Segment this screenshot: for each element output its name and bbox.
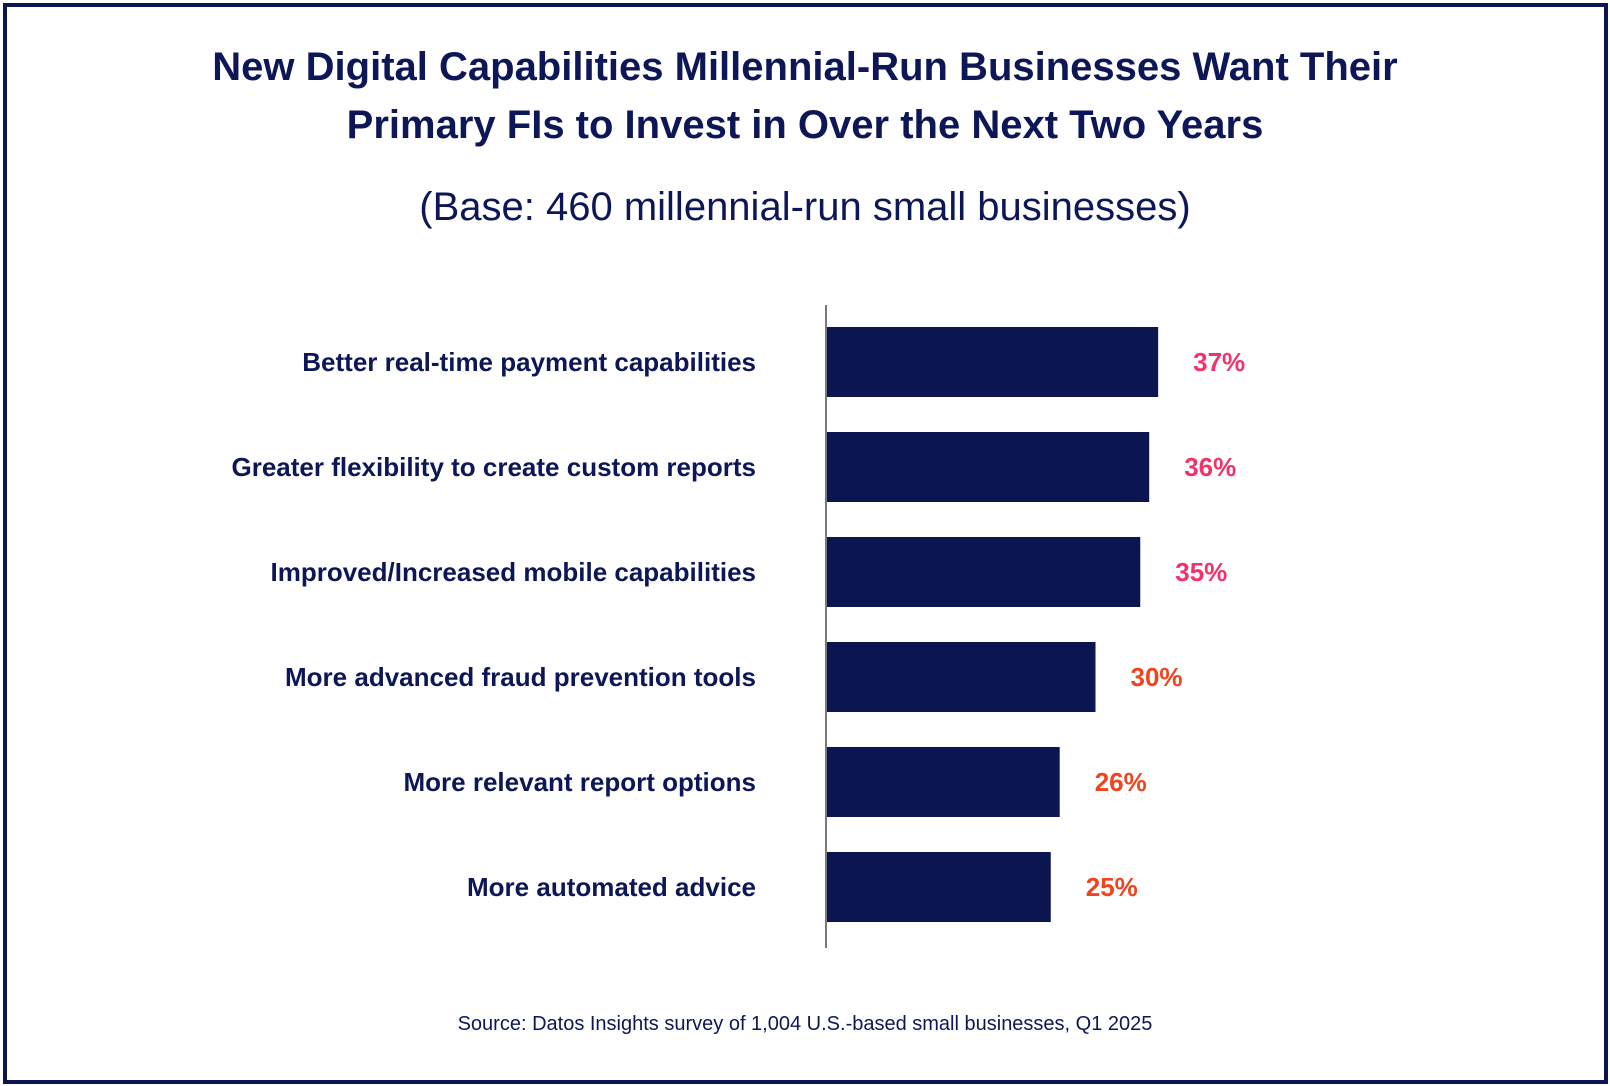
chart-frame [3, 3, 1608, 1084]
chart-title-line-2: Primary FIs to Invest in Over the Next T… [346, 103, 1264, 147]
category-label: Improved/Increased mobile capabilities [270, 557, 756, 587]
bar [827, 327, 1159, 397]
bar [827, 852, 1051, 922]
bar-value-label: 37% [1193, 347, 1245, 377]
bar-value-label: 36% [1184, 452, 1236, 482]
bar [827, 537, 1141, 607]
chart-source-note: Source: Datos Insights survey of 1,004 U… [457, 1013, 1153, 1035]
bar-value-label: 26% [1095, 767, 1147, 797]
category-label: Greater flexibility to create custom rep… [231, 452, 756, 482]
chart-title: New Digital Capabilities Millennial-Run … [0, 38, 1610, 154]
chart-title-line-1: New Digital Capabilities Millennial-Run … [212, 45, 1398, 89]
chart-subtitle: (Base: 460 millennial-run small business… [419, 185, 1191, 229]
category-label: More relevant report options [404, 767, 757, 797]
category-label: More automated advice [467, 872, 756, 902]
category-label: More advanced fraud prevention tools [285, 662, 756, 692]
bar [827, 432, 1150, 502]
category-label: Better real-time payment capabilities [302, 347, 756, 377]
bar [827, 642, 1096, 712]
bar [827, 747, 1060, 817]
bar-value-label: 30% [1131, 662, 1183, 692]
bar-value-label: 35% [1175, 557, 1227, 587]
bar-value-label: 25% [1086, 872, 1138, 902]
